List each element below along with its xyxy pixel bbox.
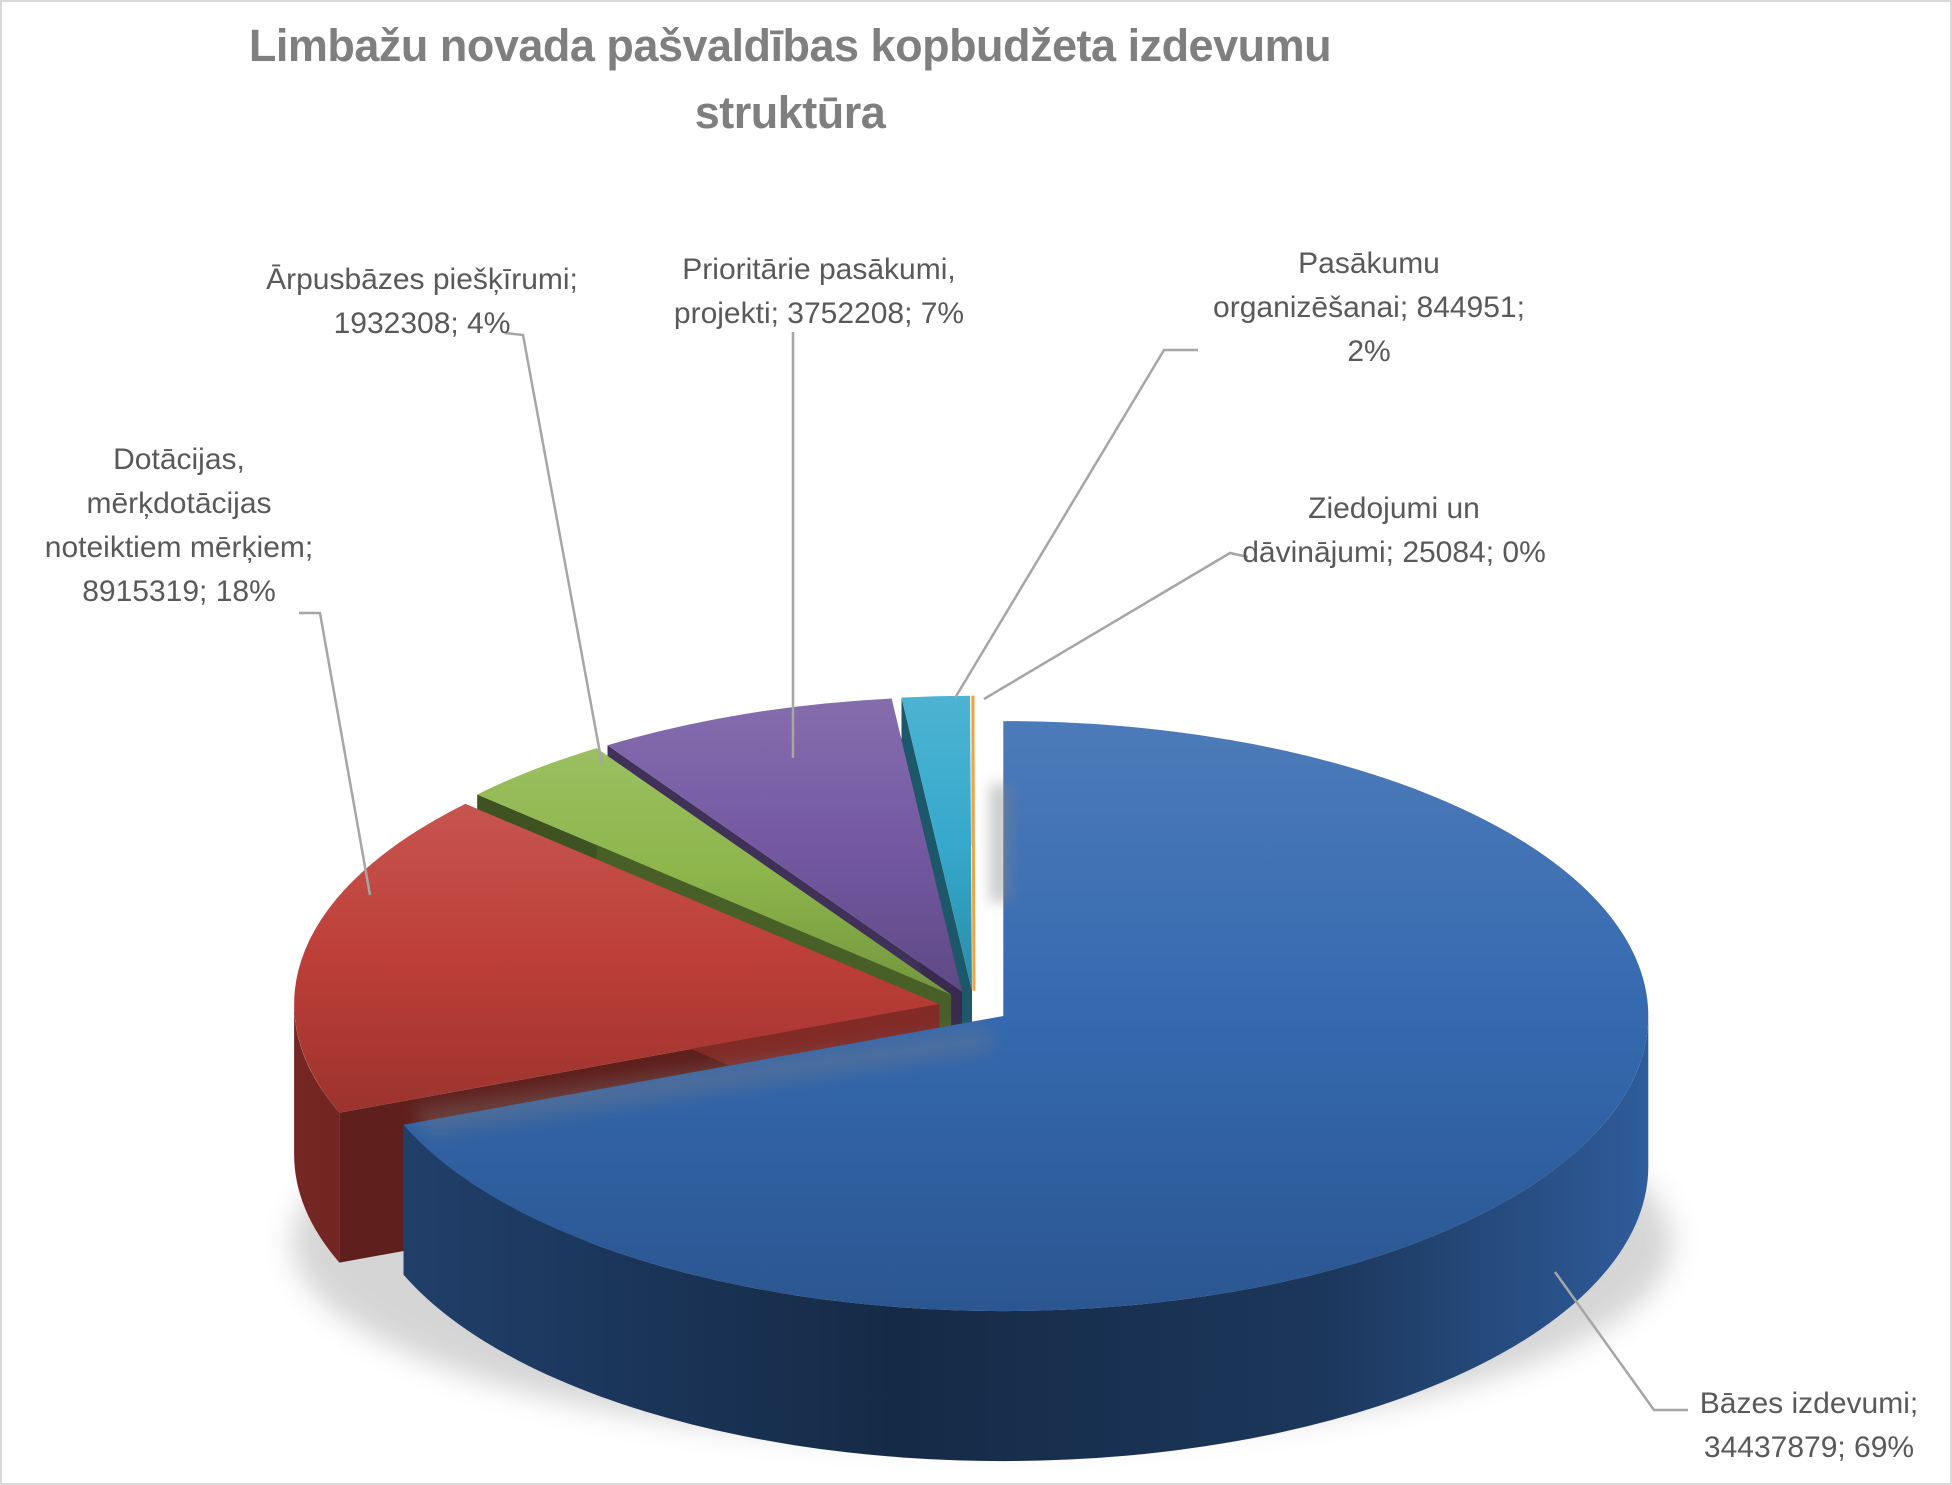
edge-shadow	[414, 1028, 994, 1134]
data-label-line: dāvinājumi; 25084; 0%	[1242, 536, 1546, 569]
data-label-line: Pasākumu	[1298, 247, 1440, 280]
data-label-line: Prioritārie pasākumi,	[682, 253, 956, 286]
data-label-line: Ziedojumi un	[1308, 492, 1480, 525]
data-label-line: Bāzes izdevumi;	[1699, 1387, 1919, 1420]
data-label-line: noteiktiem mērķiem;	[44, 531, 314, 564]
pie-slice-bazes-izdevumi[interactable]	[403, 721, 1649, 1462]
data-label-line: 1932308; 4%	[333, 307, 511, 340]
data-label-line: mērķdotācijas	[86, 487, 272, 520]
leader-line-pasakumu-organizesanai	[953, 348, 1198, 699]
data-label-line: organizēšanai; 844951;	[1213, 291, 1525, 324]
data-label-line: 8915319; 18%	[82, 575, 276, 608]
leader-line-bazes-izdevumi	[1553, 1271, 1688, 1412]
data-label-line: projekti; 3752208; 7%	[673, 297, 965, 330]
data-label-line: 34437879; 69%	[1703, 1431, 1915, 1464]
chart-title[interactable]: Limbažu novada pašvaldības kopbudžeta iz…	[248, 20, 1332, 138]
leader-line-ziedojumi-davinajumi	[983, 551, 1249, 701]
data-label-line: Ārpusbāzes piešķīrumi;	[266, 263, 578, 296]
data-label-line: 2%	[1347, 335, 1391, 368]
data-label-line: Dotācijas,	[113, 443, 245, 476]
pie-slice-ziedojumi-davinajumi[interactable]	[971, 695, 976, 991]
leader-line-arpusbazes-pieskirumi	[504, 331, 604, 765]
gap-shadow	[990, 784, 1010, 902]
leader-line-dotacijas-merkdotacijas	[299, 611, 372, 896]
